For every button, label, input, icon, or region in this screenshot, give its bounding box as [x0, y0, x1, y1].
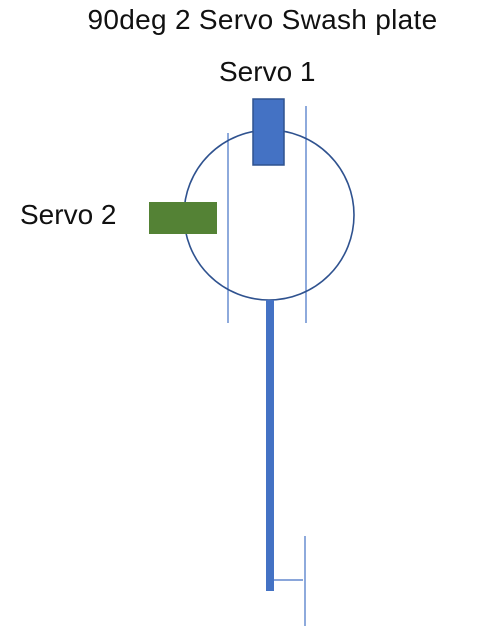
push-rod	[266, 300, 274, 591]
servo-1-block	[252, 98, 285, 166]
diagram-title: 90deg 2 Servo Swash plate	[87, 4, 438, 35]
servo-2-label: Servo 2	[20, 199, 117, 230]
servo-2-block	[149, 202, 217, 234]
servo-1-label: Servo 1	[219, 56, 316, 87]
